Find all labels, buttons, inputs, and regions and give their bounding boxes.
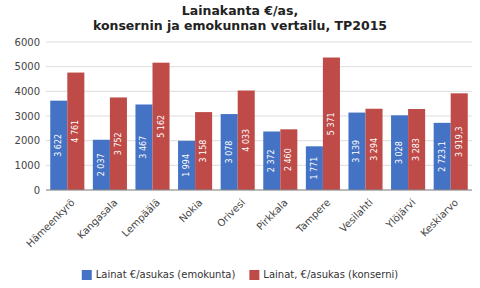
x-tick-label: Orivesi bbox=[215, 197, 247, 229]
data-label: 3 294 bbox=[370, 138, 379, 161]
grid bbox=[46, 42, 472, 190]
bar bbox=[306, 146, 323, 190]
bar bbox=[434, 123, 451, 190]
bar bbox=[221, 114, 238, 190]
data-label: 4 761 bbox=[71, 120, 80, 143]
bar bbox=[408, 109, 425, 190]
data-label: 3 467 bbox=[139, 136, 148, 159]
y-tick-label: 0 bbox=[34, 185, 40, 196]
bar bbox=[135, 104, 152, 190]
bar bbox=[280, 129, 297, 190]
grid-line bbox=[46, 66, 472, 67]
bar bbox=[391, 115, 408, 190]
chart: Lainakanta €/as,konsernin ja emokunnan v… bbox=[0, 0, 480, 288]
x-tick-label: Ylöjärvi bbox=[383, 197, 417, 231]
x-tick-label: Pirkkala bbox=[254, 197, 289, 232]
x-tick-label: Tampere bbox=[294, 197, 333, 236]
data-label: 3 139 bbox=[352, 140, 361, 163]
grid-line bbox=[46, 42, 472, 43]
x-tick-label: Vesilahti bbox=[337, 197, 375, 235]
bar bbox=[323, 58, 340, 190]
bar bbox=[110, 97, 127, 190]
data-label: 1 771 bbox=[310, 157, 319, 180]
grid-line bbox=[46, 190, 472, 191]
bar bbox=[348, 113, 365, 190]
y-tick-label: 4000 bbox=[15, 86, 40, 97]
data-label: 2 372 bbox=[267, 149, 276, 172]
data-label: 3 028 bbox=[395, 141, 404, 164]
data-label: 3 158 bbox=[199, 140, 208, 163]
x-tick-label: Lempäälä bbox=[120, 197, 162, 239]
legend: Lainat €/asukas (emokunta) Lainat, €/asuk… bbox=[82, 269, 399, 280]
y-tick-label: 2000 bbox=[15, 135, 40, 146]
grid-line bbox=[46, 91, 472, 92]
data-label: 3 752 bbox=[114, 132, 123, 155]
legend-swatch bbox=[249, 270, 259, 280]
bar bbox=[67, 73, 84, 190]
x-tick-label: Hämeenkyrö bbox=[24, 197, 77, 250]
data-label: 3 078 bbox=[225, 141, 234, 164]
data-label: 2 037 bbox=[97, 153, 106, 176]
y-tick-label: 6000 bbox=[15, 37, 40, 48]
data-label: 4 033 bbox=[242, 129, 251, 152]
x-tick-label: Keskiarvo bbox=[418, 197, 460, 239]
bar bbox=[238, 91, 255, 190]
y-tick-label: 1000 bbox=[15, 160, 40, 171]
legend-label: Lainat, €/asukas (konserni) bbox=[263, 269, 398, 280]
bar bbox=[153, 63, 170, 190]
bars bbox=[50, 58, 467, 190]
data-label: 5 371 bbox=[327, 112, 336, 135]
bar bbox=[178, 141, 195, 190]
data-label: 3 919,3 bbox=[455, 126, 464, 157]
title: Lainakanta €/as,konsernin ja emokunnan v… bbox=[93, 3, 387, 33]
bar bbox=[366, 109, 383, 190]
x-tick-label: Nokia bbox=[177, 197, 205, 225]
y-tick-label: 3000 bbox=[15, 111, 40, 122]
bar bbox=[50, 101, 67, 190]
data-labels: 3 622 2 037 3 467 1 994 3 078 2 372 1 771 3 139… bbox=[54, 112, 463, 179]
x-tick-label: Kangasala bbox=[75, 197, 119, 241]
x-axis-line bbox=[46, 190, 472, 191]
data-label: 2 723,1 bbox=[438, 141, 447, 172]
title-line: Lainakanta €/as, bbox=[182, 3, 298, 18]
data-label: 3 283 bbox=[412, 138, 421, 161]
data-label: 1 994 bbox=[182, 154, 191, 177]
bar bbox=[93, 140, 110, 190]
data-label: 2 460 bbox=[284, 148, 293, 171]
data-label: 5 162 bbox=[157, 115, 166, 138]
y-tick-label: 5000 bbox=[15, 61, 40, 72]
bar bbox=[451, 93, 468, 190]
legend-label: Lainat €/asukas (emokunta) bbox=[96, 269, 236, 280]
data-label: 3 622 bbox=[54, 134, 63, 157]
bar bbox=[195, 112, 212, 190]
legend-swatch bbox=[82, 270, 92, 280]
title-line: konsernin ja emokunnan vertailu, TP2015 bbox=[93, 18, 387, 33]
bar bbox=[263, 131, 280, 190]
